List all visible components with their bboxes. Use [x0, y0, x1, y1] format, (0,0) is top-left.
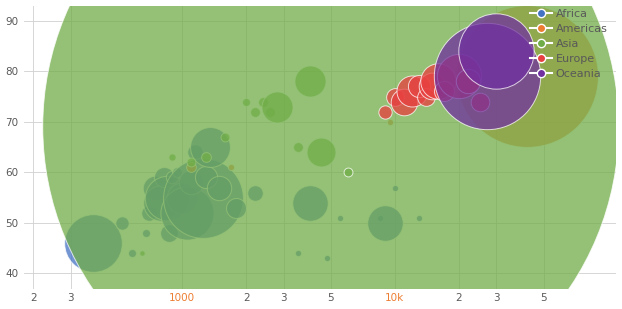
Point — [141, 231, 151, 235]
Point — [475, 99, 485, 104]
Point — [156, 200, 166, 205]
Point — [481, 74, 491, 79]
Point — [127, 251, 137, 256]
Point — [164, 231, 174, 235]
Point — [159, 175, 169, 180]
Point — [250, 109, 260, 114]
Point — [151, 185, 160, 190]
Point — [439, 89, 449, 94]
Point — [293, 251, 303, 256]
Point — [167, 155, 177, 160]
Point — [407, 89, 417, 94]
Legend: Africa, Americas, Asia, Europe, Oceania: Africa, Americas, Asia, Europe, Oceania — [527, 6, 611, 82]
Point — [343, 170, 353, 175]
Point — [399, 99, 409, 104]
Point — [182, 210, 192, 215]
Point — [88, 241, 98, 246]
Point — [421, 94, 431, 99]
Point — [380, 220, 390, 225]
Point — [172, 170, 182, 175]
Point — [162, 195, 172, 200]
Point — [414, 84, 424, 89]
Point — [390, 94, 400, 99]
Point — [390, 185, 400, 190]
Point — [202, 155, 211, 160]
Point — [322, 256, 332, 261]
Point — [434, 79, 443, 84]
Point — [427, 84, 437, 89]
Point — [305, 200, 315, 205]
Point — [454, 74, 464, 79]
Point — [375, 215, 385, 220]
Point — [137, 251, 147, 256]
Point — [305, 79, 315, 84]
Point — [316, 150, 326, 154]
Point — [258, 99, 268, 104]
Point — [186, 160, 196, 165]
Point — [272, 104, 282, 109]
Point — [144, 210, 154, 215]
Point — [215, 185, 225, 190]
Point — [202, 175, 211, 180]
Point — [231, 205, 241, 210]
Point — [205, 145, 215, 150]
Point — [220, 134, 230, 139]
Point — [522, 74, 532, 79]
Point — [385, 119, 395, 124]
Point — [491, 49, 501, 53]
Point — [335, 215, 345, 220]
Point — [190, 150, 200, 154]
Point — [226, 165, 236, 170]
Point — [198, 195, 208, 200]
Point — [177, 195, 187, 200]
Point — [293, 145, 303, 150]
Point — [186, 180, 196, 185]
Point — [167, 175, 177, 180]
Point — [250, 190, 260, 195]
Point — [241, 99, 251, 104]
Point — [380, 109, 390, 114]
Point — [186, 165, 196, 170]
Point — [116, 220, 126, 225]
Point — [414, 215, 424, 220]
Point — [266, 109, 276, 114]
Point — [463, 79, 473, 84]
Point — [326, 125, 336, 129]
